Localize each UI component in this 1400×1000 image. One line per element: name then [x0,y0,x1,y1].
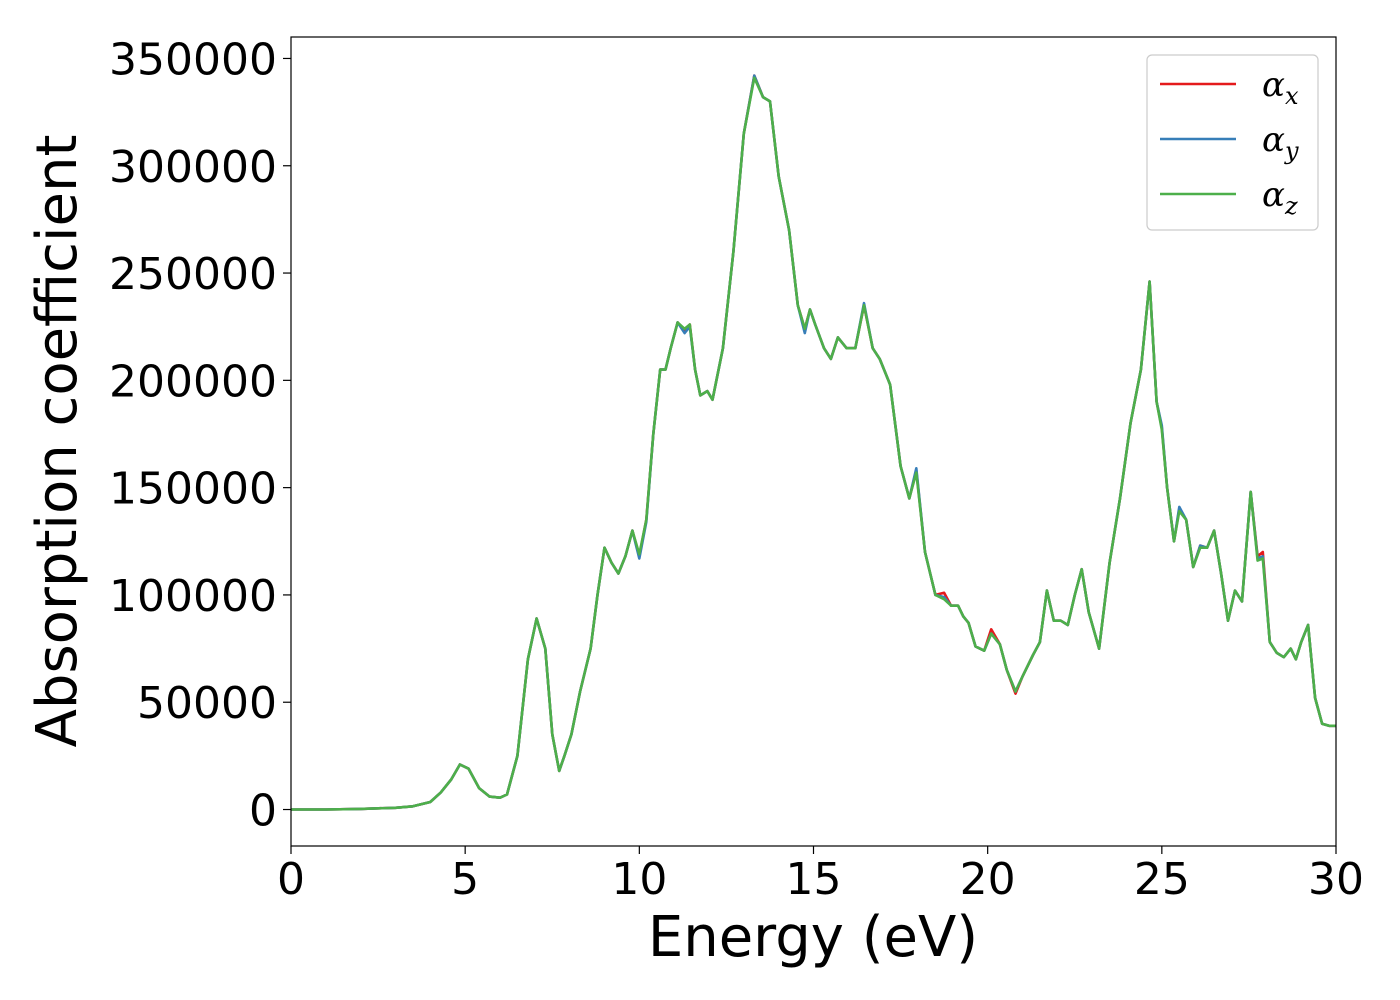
legend-label-subscript: y [1284,137,1299,165]
y-tick-label: 100000 [109,571,277,622]
series-line-2 [291,76,1336,811]
y-tick-label: 250000 [109,249,277,300]
x-tick-label: 25 [1134,854,1190,905]
x-tick-label: 20 [960,854,1016,905]
y-axis: 0 50000 100000 150000 200000 250000 300000 3500… [109,34,291,837]
y-tick-label: 300000 [109,142,277,193]
x-tick-label: 10 [611,854,667,905]
x-axis-label: Energy (eV) [648,905,978,970]
legend-label-subscript: z [1284,192,1298,220]
y-axis-label: Absorption coefficient [25,135,90,748]
legend-label-subscript: x [1285,82,1299,110]
x-tick-label: 5 [451,854,479,905]
legend-box [1146,54,1319,231]
x-tick-label: 0 [277,854,305,905]
y-tick-label: 150000 [109,464,277,515]
y-tick-label: 350000 [109,34,277,85]
x-tick-label: 15 [786,854,842,905]
y-tick-label: 50000 [137,678,277,729]
y-tick-label: 0 [249,786,277,837]
y-tick-label: 200000 [109,356,277,407]
series-layer [291,74,1336,811]
x-tick-label: 30 [1308,854,1364,905]
x-axis: 0 5 10 15 20 25 30 [277,846,1364,905]
